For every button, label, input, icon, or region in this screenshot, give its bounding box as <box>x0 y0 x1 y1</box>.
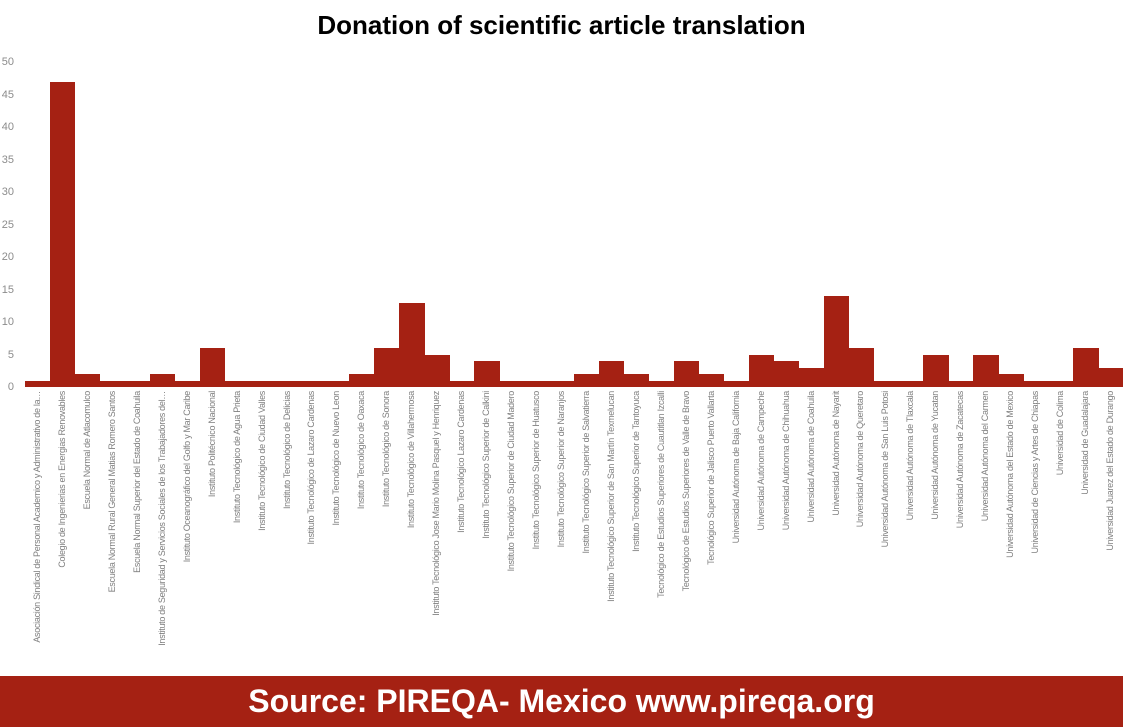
bar <box>773 361 800 387</box>
bar <box>374 348 400 387</box>
category-label: Universidad Autónoma de Campeche <box>755 391 766 531</box>
bar <box>848 348 874 387</box>
bar <box>199 348 226 387</box>
category-label: Universidad de Guadalajara <box>1080 391 1091 495</box>
bar <box>673 361 700 387</box>
bar <box>923 354 949 387</box>
category-label: Universidad Autónoma de Yucatan <box>930 391 941 520</box>
category-label: Instituto Tecnológico de Ciudad Valles <box>256 391 267 531</box>
bar <box>1098 367 1123 387</box>
category-label: Instituto Tecnológico Superior de Naranj… <box>556 391 567 548</box>
y-tick-label: 10 <box>1 316 14 328</box>
category-label: Universidad Autónoma de San Luis Potosi <box>880 391 891 548</box>
category-label: Universidad Autónoma de Coahuila <box>805 391 816 523</box>
y-tick-label: 50 <box>1 56 14 68</box>
category-label: Instituto de Seguridad y Servicios Socia… <box>156 391 167 646</box>
category-label: Instituto Tecnológico Jose Mario Molina … <box>431 391 442 616</box>
bar <box>823 296 849 387</box>
bar <box>598 361 625 387</box>
category-label: Universidad Juarez del Estado de Durango <box>1105 391 1116 551</box>
category-label: Universidad Autónoma del Estado de Mexic… <box>1005 391 1016 558</box>
bar <box>399 302 425 387</box>
category-label: Instituto Tecnológico de Oaxaca <box>356 391 367 510</box>
y-tick-label: 45 <box>1 88 14 101</box>
category-label: Tecnológico Superior de Jalisco Puerto V… <box>705 391 716 565</box>
category-label: Instituto Tecnológico Superior de Salvat… <box>580 391 591 554</box>
y-tick-label: 30 <box>1 186 14 198</box>
category-label: Instituto Tecnológico de Sonora <box>381 391 392 508</box>
source-banner-text: Source: PIREQA- Mexico www.pireqa.org <box>248 683 875 719</box>
category-label: Instituto Tecnológico de Delicias <box>281 391 292 510</box>
bar <box>973 354 999 387</box>
category-label: Universidad Autónoma de Tlaxcala <box>905 391 916 521</box>
category-label: Instituto Tecnológico Superior de Tantoy… <box>630 391 641 552</box>
category-label: Escuela Normal Rural General Matias Rome… <box>106 391 117 593</box>
category-label: Instituto Oceanográfico del Golfo y Mar … <box>181 391 192 563</box>
category-label: Instituto Politécnico Nacional <box>206 391 217 498</box>
category-label: Universidad Autónoma de Nayarit <box>830 391 841 516</box>
category-label: Instituto Tecnológico de Nuevo Leon <box>331 391 342 526</box>
category-label: Universidad Autónoma de Baja California <box>730 391 741 544</box>
category-label: Instituto Tecnológico de Agua Prieta <box>231 391 242 524</box>
category-label: Instituto Tecnológico de Villahermosa <box>406 391 417 529</box>
y-tick-label: 0 <box>7 381 14 393</box>
y-tick-label: 35 <box>1 153 14 166</box>
y-tick-label: 25 <box>1 218 14 231</box>
category-label: Universidad Autónoma de Chihuahua <box>780 391 791 531</box>
y-tick-label: 5 <box>7 348 14 361</box>
category-label: Instituto Tecnológico Superior de Ciudad… <box>506 391 517 572</box>
category-label: Universidad Autónoma del Carmen <box>980 391 991 522</box>
category-label: Instituto Tecnológico Lazaro Cardenas <box>456 391 467 533</box>
y-tick-label: 15 <box>1 283 14 296</box>
y-tick-label: 20 <box>1 251 14 263</box>
category-label: Universidad de Colima <box>1055 391 1066 476</box>
chart-title: Donation of scientific article translati… <box>317 10 806 40</box>
category-label: Universidad Autónoma de Zacatecas <box>955 391 966 529</box>
bar <box>798 367 825 387</box>
source-banner: Source: PIREQA- Mexico www.pireqa.org <box>0 676 1123 727</box>
category-label: Asociación Sindical de Personal Academic… <box>31 391 42 643</box>
category-label: Universidad de Ciencias y Artes de Chiap… <box>1030 391 1041 554</box>
category-label: Escuela Normal Superior del Estado de Co… <box>131 391 142 573</box>
category-label: Tecnológico de Estudios Superiores de Cu… <box>655 391 666 598</box>
category-label: Universidad Autónoma de Queretaro <box>855 391 866 528</box>
category-label: Instituto Tecnológico Superior de Calkin… <box>481 391 492 539</box>
category-label: Escuela Normal de Atlacomulco <box>81 391 92 510</box>
y-tick-label: 40 <box>1 121 14 133</box>
category-label: Tecnológico de Estudios Superiores de Va… <box>680 391 691 592</box>
category-label: Instituto Tecnológico Superior de San Ma… <box>605 391 616 602</box>
bar <box>748 354 775 387</box>
bar <box>474 361 500 387</box>
bar <box>1073 348 1099 387</box>
category-label: Colegio de Ingenierias en Energias Renov… <box>56 391 67 568</box>
category-label: Instituto Tecnológico Superior de Huatus… <box>531 391 542 550</box>
bar <box>49 81 76 387</box>
category-label: Instituto Tecnológico de Lazaro Cardenas <box>306 391 317 545</box>
x-axis-line <box>25 383 1123 387</box>
bar <box>424 354 450 387</box>
